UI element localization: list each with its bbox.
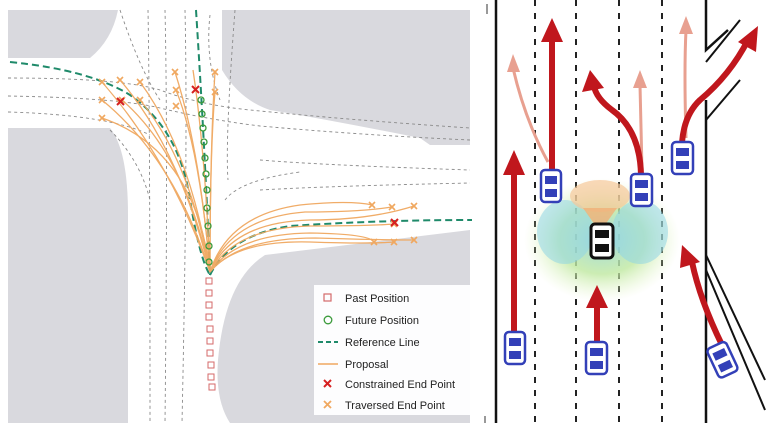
black-car-icon [589,222,615,260]
blue-car-icon [584,340,609,376]
blue-car-icon [706,340,739,379]
constrained-end-points [116,85,399,227]
legend-traversed-icon [323,400,332,409]
blue-car-icon [670,140,695,176]
red-arrow-head [582,70,604,92]
intersection-map: Past Position Future Position Reference … [7,9,480,423]
blue-car-icon [503,330,527,366]
red-arrows [511,37,751,348]
road-block-left [8,128,128,423]
traversed-end-points [98,68,418,246]
road-block-top-left [8,10,118,58]
legend-constrained-icon [323,379,332,388]
past-positions [205,277,216,391]
future-positions [197,96,213,266]
legend-constrained-label: Constrained End Point [345,379,455,391]
red-arrow-head [680,245,700,268]
legend-traversed-label: Traversed End Point [345,400,445,412]
road-block-top-right [222,10,470,145]
blue-car-icon [629,172,654,208]
legend-past-label: Past Position [345,293,409,305]
lane-lines [7,9,471,423]
red-arrow-head [541,18,563,42]
legend-past-icon [323,293,332,302]
legend: Past Position Future Position Reference … [314,285,480,415]
legend-proposal-label: Proposal [345,359,388,371]
blue-car-icon [539,168,563,204]
legend-future-label: Future Position [345,315,419,327]
legend-future-icon [323,315,333,325]
highway-scene [494,0,766,423]
red-arrow-head [586,285,608,308]
legend-reference-label: Reference Line [345,337,420,349]
red-arrow-head [503,150,525,175]
red-arrow-head [738,26,758,52]
